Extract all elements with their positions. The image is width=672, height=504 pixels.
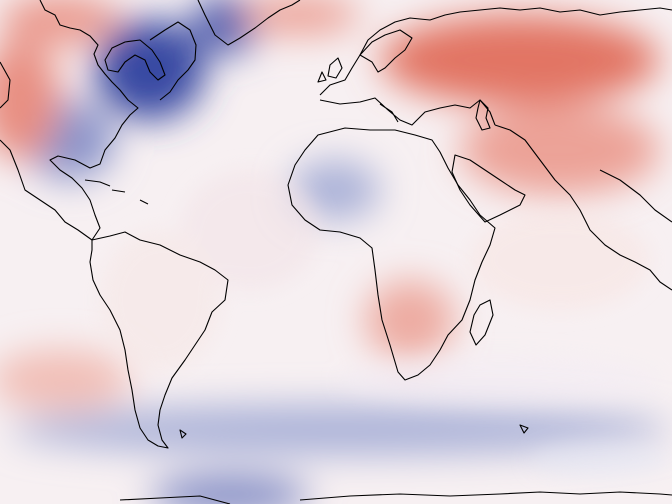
texture-layer (100, 170, 670, 478)
anomaly-alaska-warm (0, 40, 60, 160)
coastline-europe (319, 7, 672, 96)
coastline-caribbean (84, 179, 149, 205)
coastline-greenland (197, 0, 301, 46)
coastline-arabia (451, 154, 526, 223)
coastline-north-america (0, 0, 139, 241)
coastline-labrador (149, 21, 197, 101)
coastline-mediterranean (319, 97, 496, 126)
coastline-hudson-bay (104, 39, 166, 81)
anomaly-west-canada-warm (0, 0, 120, 45)
coastline-british-isles (317, 57, 343, 83)
anomaly-northeast-north-america-cold (95, 20, 205, 120)
coastline-antarctica (119, 491, 672, 504)
coastline-caspian (475, 99, 491, 131)
coastline-madagascar (469, 299, 494, 346)
anomaly-southern-ocean-cold (10, 405, 670, 455)
coastline-islands-south (179, 424, 529, 439)
anomaly-south-pacific-warm (0, 350, 130, 410)
coastline-south-america (89, 231, 229, 449)
anomaly-southern-africa-warm (365, 280, 455, 360)
anomaly-scandinavia-russia-warm (380, 15, 660, 105)
coastline-africa (287, 127, 496, 381)
anomaly-central-asia-warm (460, 105, 660, 195)
coastline-asia (494, 124, 672, 291)
coastline-scandinavia (359, 29, 413, 73)
anomaly-arctic-siberia-warm (240, 0, 360, 35)
